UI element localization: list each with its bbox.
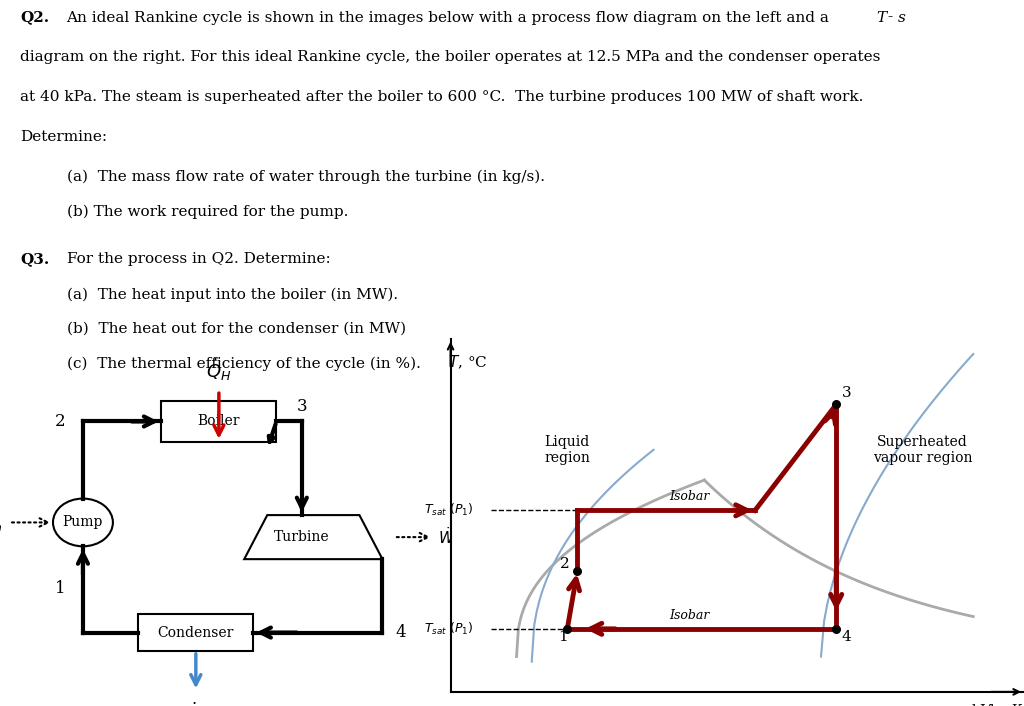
FancyBboxPatch shape bbox=[138, 614, 254, 651]
Text: An ideal Rankine cycle is shown in the images below with a process flow diagram : An ideal Rankine cycle is shown in the i… bbox=[67, 11, 835, 25]
Point bbox=[569, 566, 586, 577]
Text: Boiler: Boiler bbox=[198, 414, 241, 429]
Circle shape bbox=[53, 498, 113, 546]
Text: at 40 kPa. The steam is superheated after the boiler to 600 °C.  The turbine pro: at 40 kPa. The steam is superheated afte… bbox=[20, 90, 864, 104]
Text: (a)  The mass flow rate of water through the turbine (in kg/s).: (a) The mass flow rate of water through … bbox=[67, 169, 545, 184]
Text: Q3.: Q3. bbox=[20, 252, 50, 266]
Text: Turbine: Turbine bbox=[274, 530, 330, 544]
Text: $\dot{W}_{out}$: $\dot{W}_{out}$ bbox=[438, 525, 473, 549]
Text: 4: 4 bbox=[395, 624, 407, 641]
Text: 2: 2 bbox=[54, 413, 66, 430]
Text: 1: 1 bbox=[558, 630, 568, 645]
Text: Superheated
vapour region: Superheated vapour region bbox=[872, 435, 972, 465]
Text: (a)  The heat input into the boiler (in MW).: (a) The heat input into the boiler (in M… bbox=[67, 288, 397, 302]
Text: Q2.: Q2. bbox=[20, 11, 49, 25]
Text: 1: 1 bbox=[54, 580, 66, 597]
Text: For the process in Q2. Determine:: For the process in Q2. Determine: bbox=[67, 252, 331, 266]
Text: Isobar: Isobar bbox=[669, 490, 710, 503]
Point bbox=[559, 623, 575, 635]
Text: Determine:: Determine: bbox=[20, 130, 108, 144]
Point bbox=[828, 623, 845, 635]
Text: $\dot{W}_{in}$: $\dot{W}_{in}$ bbox=[0, 510, 2, 534]
Text: Condenser: Condenser bbox=[158, 626, 234, 640]
Text: Pump: Pump bbox=[62, 515, 103, 530]
Text: -: - bbox=[888, 11, 893, 25]
Text: Liquid
region: Liquid region bbox=[545, 435, 590, 465]
Text: T: T bbox=[877, 11, 887, 25]
Text: (b) The work required for the pump.: (b) The work required for the pump. bbox=[67, 205, 348, 219]
Polygon shape bbox=[245, 515, 383, 559]
Text: 3: 3 bbox=[297, 398, 307, 415]
Text: $\dot{Q}_L$: $\dot{Q}_L$ bbox=[184, 700, 207, 706]
Text: $s$, kJ/kg.K: $s$, kJ/kg.K bbox=[955, 702, 1024, 706]
Text: $T$, °C: $T$, °C bbox=[449, 354, 487, 371]
Text: 4: 4 bbox=[842, 630, 851, 645]
Text: $T_{sat}\ (P_1)$: $T_{sat}\ (P_1)$ bbox=[424, 621, 473, 637]
Text: 2: 2 bbox=[560, 557, 569, 571]
Text: diagram on the right. For this ideal Rankine cycle, the boiler operates at 12.5 : diagram on the right. For this ideal Ran… bbox=[20, 50, 881, 64]
Text: $T_{sat}\ (P_1)$: $T_{sat}\ (P_1)$ bbox=[424, 502, 473, 518]
Text: $\dot{Q}_H$: $\dot{Q}_H$ bbox=[206, 357, 231, 383]
Text: (b)  The heat out for the condenser (in MW): (b) The heat out for the condenser (in M… bbox=[67, 321, 406, 335]
Text: (c)  The thermal efficiency of the cycle (in %).: (c) The thermal efficiency of the cycle … bbox=[67, 357, 421, 371]
FancyBboxPatch shape bbox=[162, 401, 276, 442]
Text: s: s bbox=[898, 11, 906, 25]
Point bbox=[828, 399, 845, 410]
Text: Isobar: Isobar bbox=[669, 609, 710, 622]
Text: 3: 3 bbox=[842, 386, 851, 400]
